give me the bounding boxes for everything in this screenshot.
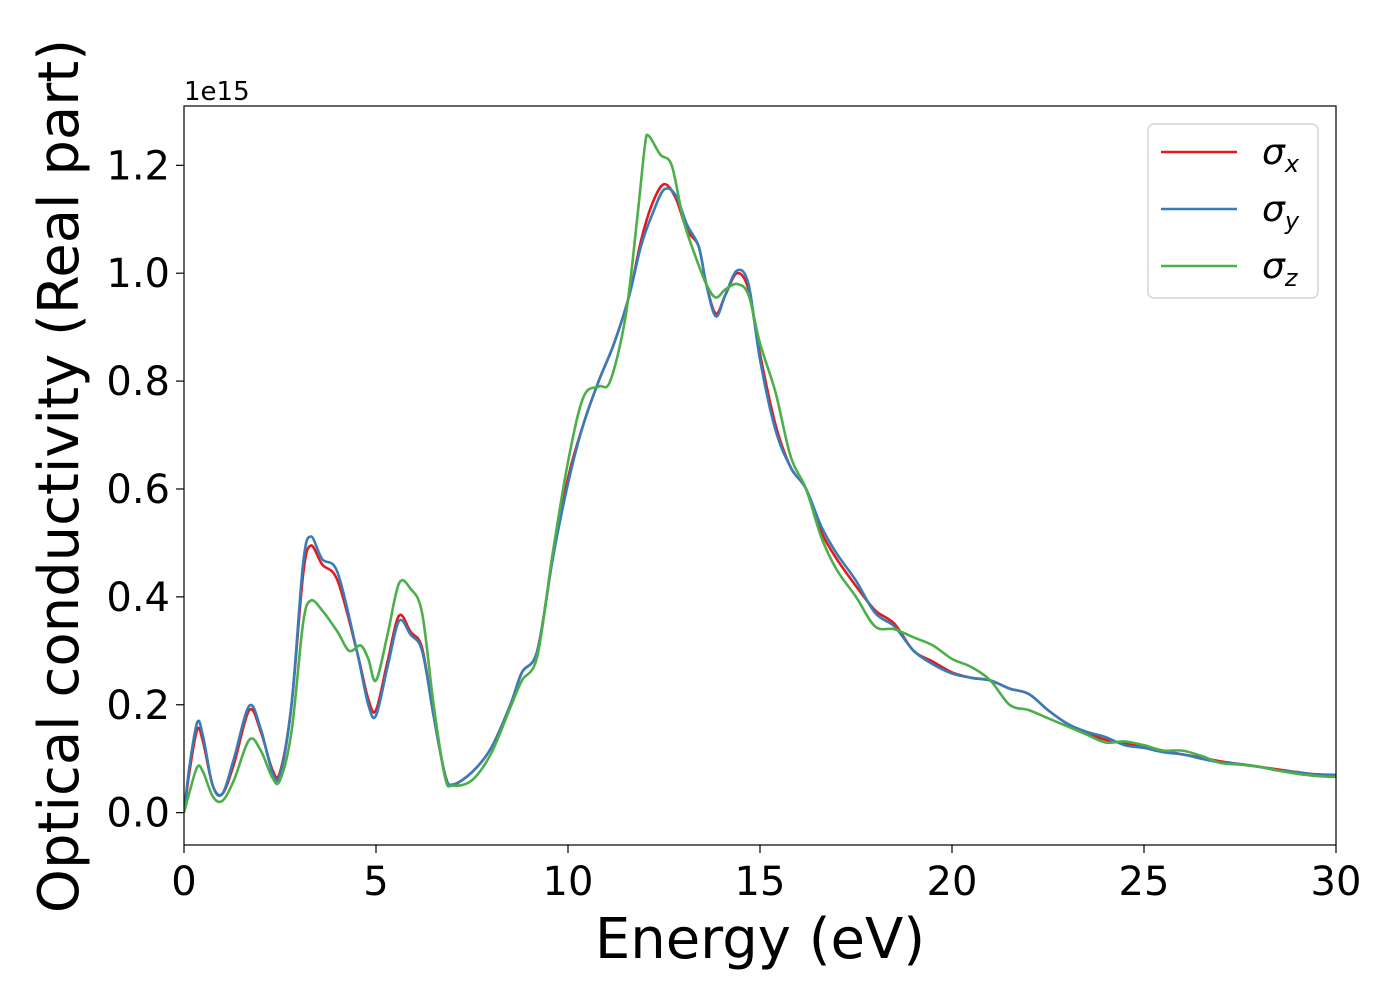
legend: σx σy σz bbox=[1147, 123, 1319, 299]
y-axis: 0.0 0.2 0.4 0.6 0.8 1.0 1.2 bbox=[106, 143, 184, 837]
legend-label-sigma-y: σy bbox=[1262, 189, 1300, 235]
x-tick-label: 0 bbox=[171, 859, 196, 905]
y-tick-label: 1.2 bbox=[106, 143, 170, 189]
series-line-sigma-y bbox=[184, 187, 1336, 813]
series-line-sigma-z bbox=[184, 133, 1336, 813]
y-tick-label: 0.6 bbox=[106, 467, 170, 513]
x-tick-label: 30 bbox=[1311, 859, 1362, 905]
y-tick-label: 1.0 bbox=[106, 251, 170, 297]
y-tick-label: 0.2 bbox=[106, 683, 170, 729]
x-tick-label: 15 bbox=[735, 859, 786, 905]
x-axis: 0 5 10 15 20 25 30 bbox=[171, 845, 1361, 905]
x-tick-label: 5 bbox=[363, 859, 388, 905]
y-tick-label: 0.8 bbox=[106, 359, 170, 405]
y-axis-label: Optical conductivity (Real part) bbox=[27, 39, 92, 913]
x-tick-label: 10 bbox=[543, 859, 594, 905]
legend-label-sigma-z: σz bbox=[1262, 246, 1299, 292]
x-axis-label: Energy (eV) bbox=[595, 907, 925, 972]
x-tick-label: 20 bbox=[927, 859, 978, 905]
y-offset-label: 1e15 bbox=[184, 77, 250, 107]
y-tick-label: 0.4 bbox=[106, 575, 170, 621]
x-tick-label: 25 bbox=[1119, 859, 1170, 905]
legend-frame bbox=[1147, 123, 1319, 299]
plot-area bbox=[184, 133, 1336, 813]
y-tick-label: 0.0 bbox=[106, 791, 170, 837]
legend-label-sigma-x: σx bbox=[1262, 132, 1300, 178]
